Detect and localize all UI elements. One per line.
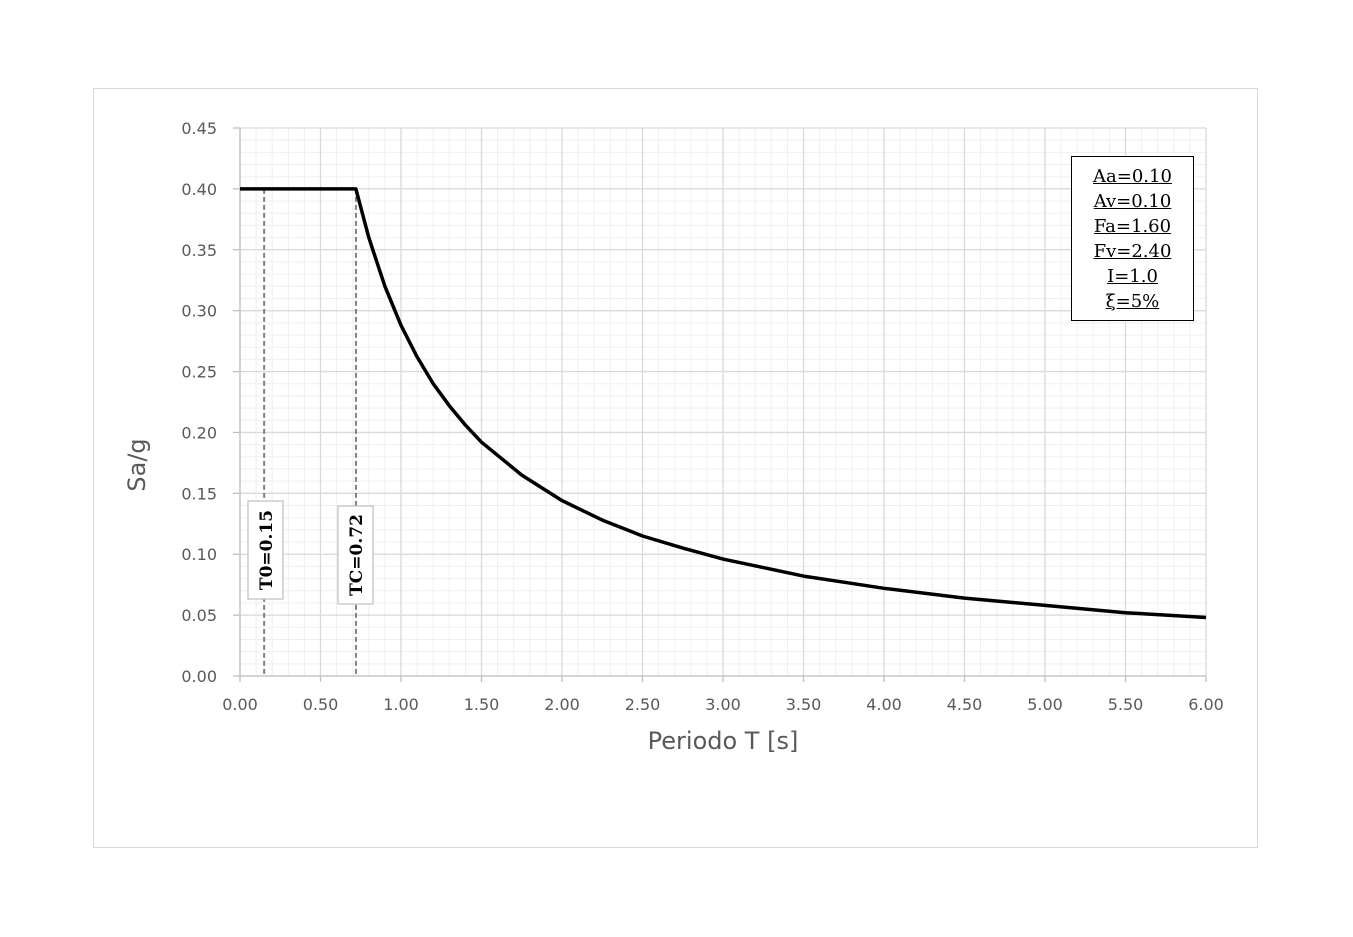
y-tick-label: 0.20 (181, 423, 217, 442)
param-aa: Aa=0.10 (1093, 165, 1172, 187)
x-tick-label: 3.50 (786, 695, 822, 714)
x-tick-label: 4.50 (947, 695, 983, 714)
param-xi: ξ=5% (1105, 290, 1160, 312)
axes (233, 127, 1207, 682)
param-fv: Fv=2.40 (1093, 240, 1172, 262)
x-tick-label: 0.00 (222, 695, 258, 714)
x-tick-label: 5.00 (1027, 695, 1063, 714)
y-tick-label: 0.15 (181, 484, 217, 503)
x-axis-title: Periodo T [s] (648, 727, 799, 755)
y-tick-label: 0.00 (181, 667, 217, 686)
parameters-box: Aa=0.10 Av=0.10 Fa=1.60 Fv=2.40 I=1.0 ξ=… (1071, 156, 1194, 321)
x-tick-label: 5.50 (1108, 695, 1144, 714)
t0-label-text: T0=0.15 (257, 510, 277, 590)
y-tick-label: 0.05 (181, 606, 217, 625)
tc-label-text: TC=0.72 (347, 514, 367, 596)
spectrum-curve (240, 187, 1207, 620)
param-fa: Fa=1.60 (1093, 215, 1172, 237)
x-tick-label: 0.50 (303, 695, 339, 714)
param-i: I=1.0 (1107, 265, 1158, 287)
y-tick-label: 0.40 (181, 180, 217, 199)
x-tick-label: 3.00 (705, 695, 741, 714)
x-tick-label: 1.00 (383, 695, 419, 714)
chart-frame (93, 88, 1258, 848)
x-tick-label: 1.50 (464, 695, 500, 714)
tc-marker-label: TC=0.72 (337, 505, 374, 605)
x-tick-label: 4.00 (866, 695, 902, 714)
x-axis-ticks: 0.00 0.50 1.00 1.50 2.00 2.50 3.00 3.50 4.00 4.50… (222, 695, 1224, 714)
x-tick-label: 6.00 (1188, 695, 1224, 714)
period-markers (263, 188, 357, 676)
y-tick-label: 0.35 (181, 241, 217, 260)
y-tick-label: 0.30 (181, 302, 217, 321)
y-axis-ticks: 0.00 0.05 0.10 0.15 0.20 0.25 0.30 0.35 0.40 0.45 (181, 119, 217, 686)
param-av: Av=0.10 (1093, 190, 1172, 212)
x-tick-label: 2.00 (544, 695, 580, 714)
y-tick-label: 0.10 (181, 545, 217, 564)
y-axis-title: Sa/g (123, 438, 151, 491)
t0-marker-label: T0=0.15 (247, 500, 284, 600)
y-tick-label: 0.45 (181, 119, 217, 138)
x-tick-label: 2.50 (625, 695, 661, 714)
y-tick-label: 0.25 (181, 363, 217, 382)
